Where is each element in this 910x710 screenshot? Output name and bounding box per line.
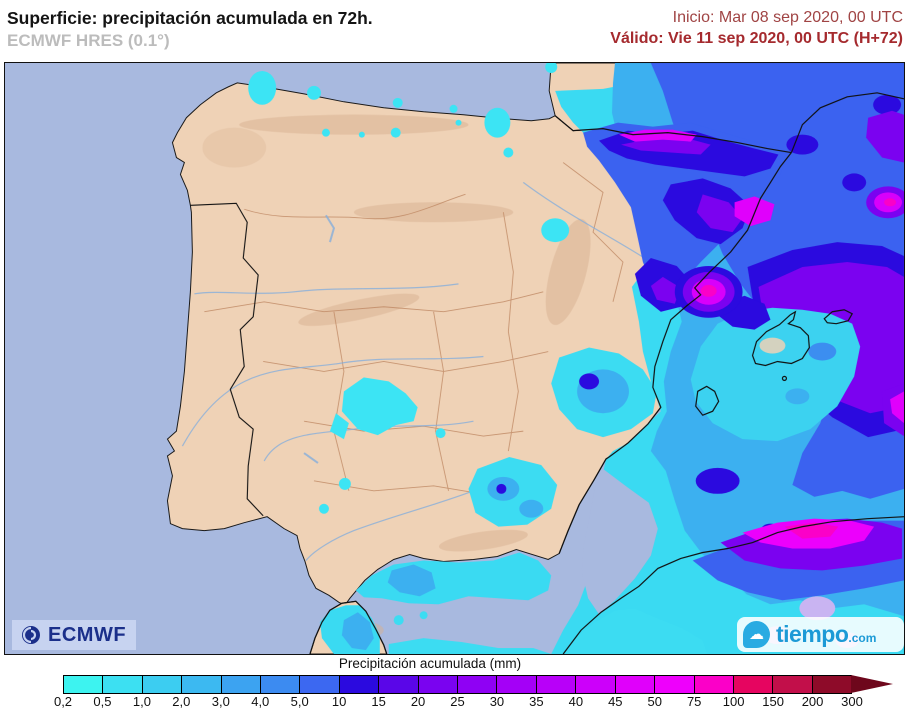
tiempo-cloud-icon: ☁ — [743, 621, 770, 648]
legend-cell-75 — [694, 676, 734, 693]
legend-label-150: 150 — [762, 694, 784, 709]
portugal-border — [190, 202, 264, 517]
tiempo-wordmark: tiempo — [776, 621, 849, 647]
legend-cell-1,0 — [142, 676, 183, 693]
legend-label-35: 35 — [529, 694, 544, 709]
model-label: ECMWF HRES (0.1°) — [7, 31, 170, 50]
alboran-sea — [582, 468, 658, 615]
legend-label-4,0: 4,0 — [251, 694, 270, 709]
legend-cell-25 — [458, 676, 498, 693]
legend-label-15: 15 — [371, 694, 386, 709]
tiempo-logo: ☁ tiempo .com — [737, 617, 904, 652]
legend-label-25: 25 — [450, 694, 465, 709]
legend-label-10: 10 — [331, 694, 347, 709]
island-outlines — [695, 309, 854, 416]
valid-time: Válido: Vie 11 sep 2020, 00 UTC (H+72) — [610, 30, 903, 47]
precipitation-field — [248, 63, 904, 654]
legend-title: Precipitación acumulada (mm) — [338, 656, 522, 671]
precipitation-map — [4, 62, 905, 655]
legend-label-20: 20 — [410, 694, 426, 709]
legend-arrow — [851, 675, 893, 693]
legend-cell-4,0 — [261, 676, 301, 693]
legend-cell-100 — [733, 676, 774, 693]
map-title: Superficie: precipitación acumulada en 7… — [7, 8, 373, 28]
legend-labels: 0,2 0,5 1,0 2,0 3,0 4,0 5,0 10 15 20 25 30 35 40 45 50 7… — [54, 694, 863, 709]
legend-label-0,2: 0,2 — [53, 694, 73, 709]
legend-cell-3,0 — [221, 676, 262, 693]
map-canvas — [5, 63, 904, 654]
legend-label-75: 75 — [686, 694, 702, 709]
legend-cell-200 — [812, 676, 852, 693]
ecmwf-wordmark: ECMWF — [48, 623, 127, 646]
legend-cell-50 — [655, 676, 695, 693]
coastline-overlays — [309, 92, 904, 654]
legend-cell-150 — [773, 676, 813, 693]
legend-label-0,5: 0,5 — [93, 694, 112, 709]
ecmwf-icon — [22, 626, 40, 644]
legend-label-1,0: 1,0 — [132, 694, 151, 709]
legend-label-50: 50 — [647, 694, 662, 709]
legend-label-40: 40 — [568, 694, 584, 709]
legend-cell-10 — [339, 676, 380, 693]
legend-label-45: 45 — [608, 694, 623, 709]
legend-label-200: 200 — [801, 694, 824, 709]
legend-label-30: 30 — [489, 694, 505, 709]
legend-cell-45 — [615, 676, 656, 693]
legend-cell-0,2 — [64, 676, 104, 693]
legend-label-5,0: 5,0 — [290, 694, 309, 709]
legend-cell-20 — [418, 676, 459, 693]
legend-label-100: 100 — [722, 694, 745, 709]
legend-cell-15 — [379, 676, 419, 693]
legend-bar — [63, 675, 852, 694]
legend-cell-2,0 — [182, 676, 222, 693]
ecmwf-logo: ECMWF — [12, 620, 137, 650]
legend-label-2,0: 2,0 — [172, 694, 191, 709]
legend-cell-0,5 — [103, 676, 143, 693]
legend-label-300: 300 — [841, 694, 863, 709]
legend-cell-35 — [536, 676, 577, 693]
legend-label-3,0: 3,0 — [211, 694, 230, 709]
init-time: Inicio: Mar 08 sep 2020, 00 UTC — [672, 9, 903, 26]
legend-cell-5,0 — [300, 676, 340, 693]
legend-cell-30 — [497, 676, 537, 693]
tiempo-tld: .com — [848, 631, 877, 645]
legend-cell-40 — [576, 676, 616, 693]
